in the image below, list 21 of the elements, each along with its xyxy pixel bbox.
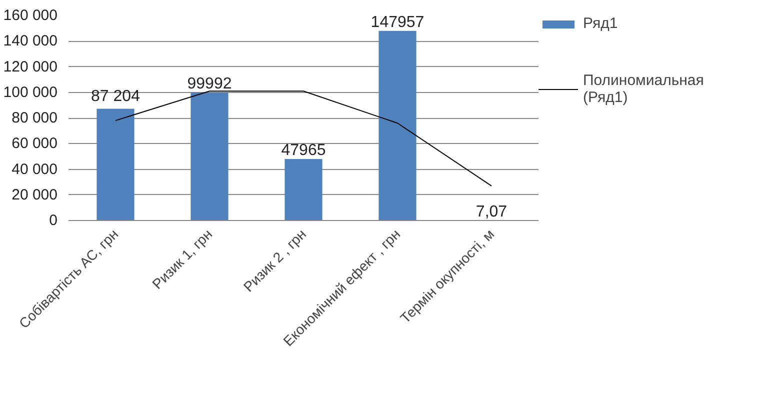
y-tick-label: 40 000 — [12, 160, 58, 178]
bar — [378, 30, 416, 220]
legend-label: Полиномиальная (Ряд1) — [583, 72, 704, 106]
data-label: 7,07 — [476, 203, 508, 220]
bar — [284, 159, 322, 220]
y-tick-label: 20 000 — [12, 186, 58, 204]
data-label: 99992 — [187, 75, 232, 92]
y-tick-label: 80 000 — [12, 110, 58, 126]
bar — [190, 92, 228, 220]
data-label: 147957 — [370, 14, 424, 31]
y-tick-label: 60 000 — [12, 135, 58, 152]
y-tick-label: 0 — [49, 212, 58, 229]
y-tick-label: 140 000 — [3, 32, 58, 50]
data-label: 47965 — [281, 142, 326, 160]
legend-label: Ряд1 — [583, 15, 618, 32]
data-label: 87 204 — [91, 88, 140, 105]
line-series — [115, 90, 492, 186]
y-tick-label: 100 000 — [3, 84, 58, 101]
y-tick-label: 120 000 — [3, 58, 58, 76]
y-tick-label: 160 000 — [3, 7, 58, 24]
bar — [96, 108, 134, 220]
